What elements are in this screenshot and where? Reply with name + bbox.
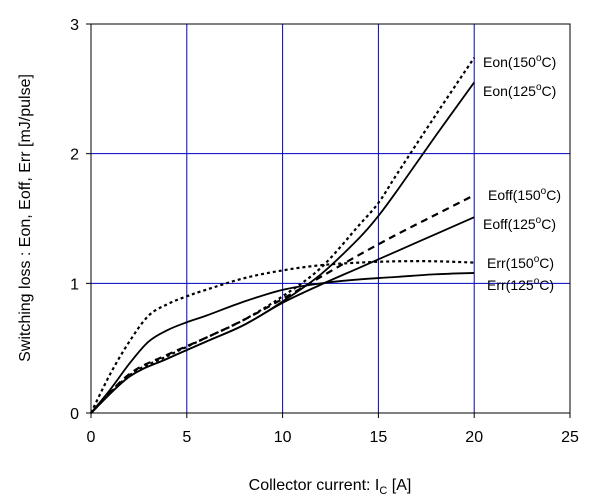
grid-lines: [91, 24, 570, 413]
y-tick-label: 3: [70, 17, 79, 34]
x-tick-label: 25: [561, 429, 579, 446]
series-label-text: Err(150: [487, 255, 534, 271]
series-label-unit: C): [539, 277, 554, 293]
series-label-text: Err(125: [487, 277, 534, 293]
series-label-text: Eon(125: [483, 83, 536, 99]
x-axis-title-main: Collector current: I: [249, 477, 380, 494]
plot-frame: [90, 23, 571, 414]
x-tick-label: 10: [274, 429, 292, 446]
x-tick-label: 5: [182, 429, 191, 446]
series-label-unit: C): [542, 83, 557, 99]
series-label-unit: C): [542, 54, 557, 70]
degree-superscript: o: [536, 53, 542, 64]
series-label-text: Eoff(150: [488, 187, 541, 203]
axis-ticks: 0 5 10 15 20 25 0 1 2 3: [70, 17, 579, 446]
series-lines: [90, 57, 476, 414]
series-label-text: Eon(150: [483, 54, 536, 70]
degree-superscript: o: [536, 82, 542, 93]
x-axis-title-unit: [A]: [387, 477, 411, 494]
degree-superscript: o: [541, 186, 547, 197]
x-axis-title: Collector current: IC [A]: [249, 477, 412, 497]
x-tick-label: 0: [87, 429, 96, 446]
series-label-unit: C): [546, 187, 561, 203]
x-tick-label: 20: [465, 429, 483, 446]
y-tick-label: 0: [70, 406, 79, 423]
series-labels: Eon(150oC)Eon(125oC)Eoff(150oC)Eoff(125o…: [483, 53, 561, 293]
x-axis-title-subscript: C: [379, 485, 387, 497]
series-line-eoff-125: [90, 216, 475, 414]
y-axis-title: Switching loss : Eon, Eoff, Err [mJ/puls…: [17, 74, 34, 362]
series-label: Err(125oC): [487, 276, 554, 293]
series-label-text: Eoff(125: [483, 216, 536, 232]
series-line-err-125: [90, 272, 475, 414]
series-label: Eon(150oC): [483, 53, 556, 70]
degree-superscript: o: [534, 254, 540, 265]
series-label: Eoff(125oC): [483, 215, 556, 232]
degree-superscript: o: [536, 215, 542, 226]
y-tick-label: 2: [70, 147, 79, 164]
y-tick-label: 1: [70, 276, 79, 293]
series-label-unit: C): [541, 216, 556, 232]
series-label: Eon(125oC): [483, 82, 556, 99]
series-label: Err(150oC): [487, 254, 554, 271]
series-label-unit: C): [539, 255, 554, 271]
x-tick-label: 15: [370, 429, 388, 446]
series-label: Eoff(150oC): [488, 186, 561, 203]
series-line-err-150: [90, 260, 475, 414]
series-line-eoff-150: [90, 194, 475, 414]
degree-superscript: o: [534, 276, 540, 287]
